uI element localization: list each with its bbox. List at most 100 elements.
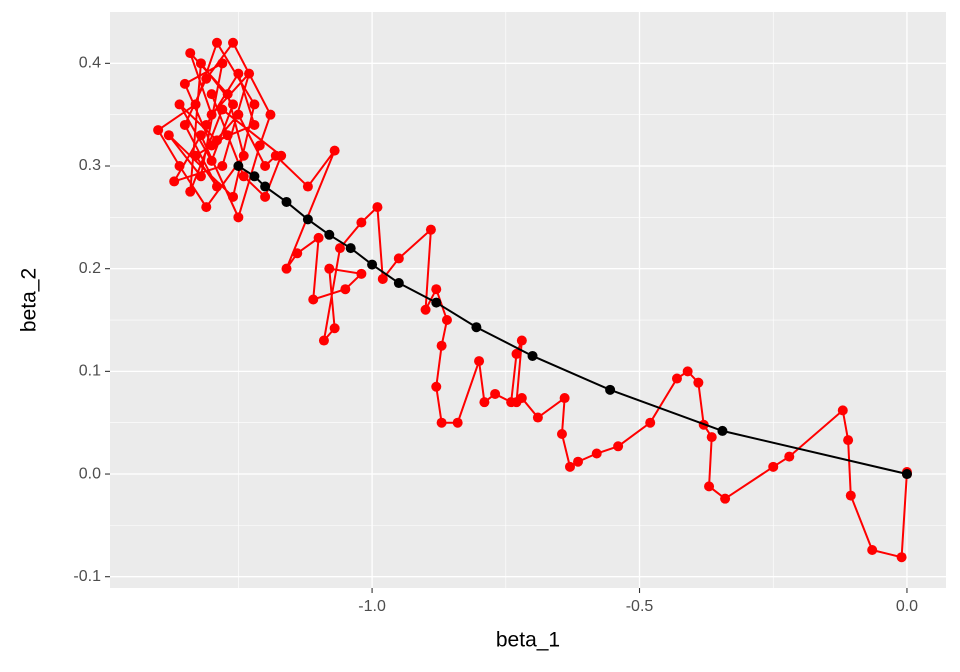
point — [867, 545, 878, 556]
point — [334, 243, 345, 254]
point — [318, 335, 329, 346]
point — [302, 214, 313, 225]
point — [292, 248, 303, 259]
point — [367, 259, 378, 270]
point — [613, 441, 624, 452]
point — [329, 323, 340, 334]
point — [479, 397, 490, 408]
point — [768, 461, 779, 472]
point — [206, 89, 217, 100]
point — [324, 263, 335, 274]
point — [211, 135, 222, 146]
point — [185, 186, 196, 197]
point — [474, 356, 485, 367]
point — [244, 68, 255, 79]
point — [217, 161, 228, 172]
point — [174, 161, 185, 172]
point — [431, 381, 442, 392]
point — [169, 176, 180, 187]
point — [211, 181, 222, 192]
point — [532, 412, 543, 423]
point — [837, 405, 848, 416]
panel — [110, 12, 946, 588]
point — [356, 268, 367, 279]
point — [645, 417, 656, 428]
point — [377, 273, 388, 284]
point — [238, 150, 249, 161]
point — [717, 425, 728, 436]
point — [195, 171, 206, 182]
point — [179, 78, 190, 89]
point — [901, 469, 912, 480]
point — [896, 552, 907, 563]
y-tick-label: 0.1 — [79, 363, 101, 380]
point — [511, 348, 522, 359]
point — [516, 335, 527, 346]
x-tick-label: -1.0 — [358, 598, 386, 615]
point — [260, 191, 271, 202]
point — [843, 435, 854, 446]
point — [356, 217, 367, 228]
point — [254, 140, 265, 151]
point — [706, 432, 717, 443]
point — [228, 191, 239, 202]
point — [329, 145, 340, 156]
point — [174, 99, 185, 110]
y-tick-label: -0.1 — [73, 568, 101, 585]
point — [206, 155, 217, 166]
point — [190, 150, 201, 161]
point — [704, 481, 715, 492]
point — [217, 104, 228, 115]
point — [605, 384, 616, 395]
point — [431, 297, 442, 308]
point — [249, 119, 260, 130]
point — [372, 202, 383, 213]
point — [693, 377, 704, 388]
point — [393, 253, 404, 264]
y-tick-label: 0.2 — [79, 260, 101, 277]
point — [573, 456, 584, 467]
point — [233, 68, 244, 79]
point — [228, 99, 239, 110]
point — [441, 315, 452, 326]
point — [340, 284, 351, 295]
point — [591, 448, 602, 459]
point — [471, 322, 482, 333]
point — [249, 171, 260, 182]
point — [682, 366, 693, 377]
point — [195, 130, 206, 141]
point — [671, 373, 682, 384]
point — [720, 493, 731, 504]
point — [393, 278, 404, 289]
point — [217, 58, 228, 69]
x-tick-label: -0.5 — [626, 598, 654, 615]
point — [211, 37, 222, 48]
y-tick-label: 0.4 — [79, 55, 101, 72]
point — [559, 393, 570, 404]
point — [420, 304, 431, 315]
point — [281, 196, 292, 207]
point — [845, 490, 856, 501]
point — [452, 417, 463, 428]
point — [228, 37, 239, 48]
point — [527, 350, 538, 361]
y-tick-label: 0.0 — [79, 465, 101, 482]
point — [222, 130, 233, 141]
point — [276, 150, 287, 161]
point — [436, 417, 447, 428]
y-axis-title: beta_2 — [18, 268, 41, 332]
point — [260, 161, 271, 172]
point — [233, 161, 244, 172]
point — [425, 224, 436, 235]
point — [784, 451, 795, 462]
point — [302, 181, 313, 192]
point — [233, 212, 244, 223]
point — [490, 388, 501, 399]
point — [556, 428, 567, 439]
point — [201, 73, 212, 84]
point — [431, 284, 442, 295]
point — [564, 461, 575, 472]
point — [185, 48, 196, 59]
point — [201, 119, 212, 130]
point — [238, 171, 249, 182]
